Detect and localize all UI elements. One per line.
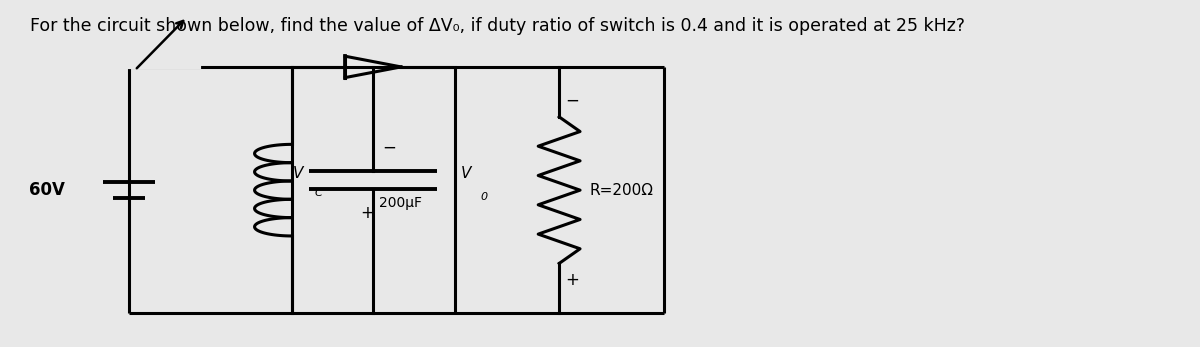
Text: For the circuit shown below, find the value of ΔV₀, if duty ratio of switch is 0: For the circuit shown below, find the va… xyxy=(30,17,965,35)
Text: 200μF: 200μF xyxy=(379,196,422,210)
Text: −: − xyxy=(565,91,578,109)
Text: R=200Ω: R=200Ω xyxy=(589,183,653,198)
Text: C: C xyxy=(316,188,323,198)
Text: V: V xyxy=(293,166,304,181)
Text: −: − xyxy=(383,138,396,156)
Text: +: + xyxy=(565,271,578,289)
Text: 0: 0 xyxy=(480,192,487,202)
Text: +: + xyxy=(360,204,374,222)
Text: 60V: 60V xyxy=(29,181,65,199)
Text: V: V xyxy=(461,166,470,181)
